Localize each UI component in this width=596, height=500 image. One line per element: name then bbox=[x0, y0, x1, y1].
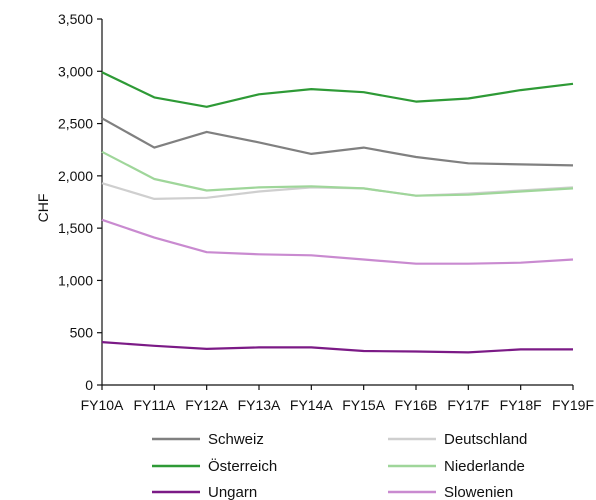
x-tick-label: FY16B bbox=[395, 397, 438, 413]
series-lines bbox=[101, 71, 574, 354]
series-line-ungarn bbox=[101, 341, 573, 354]
legend-item: Schweiz bbox=[152, 431, 264, 448]
x-tick-label: FY14A bbox=[290, 397, 333, 413]
legend-item: Österreich bbox=[152, 457, 277, 475]
x-tick-label: FY11A bbox=[133, 397, 175, 413]
legend-label: Niederlande bbox=[444, 458, 525, 475]
x-tick-label: FY10A bbox=[81, 397, 124, 413]
legend-label: Slowenien bbox=[444, 484, 513, 500]
series-line-schweiz bbox=[101, 117, 574, 167]
y-tick-label: 1,000 bbox=[58, 272, 93, 288]
y-tick-label: 500 bbox=[70, 325, 94, 341]
legend-item: Deutschland bbox=[388, 431, 527, 448]
series-line-deutschland bbox=[101, 182, 574, 200]
y-axis-label: CHF bbox=[35, 194, 51, 223]
x-tick-label: FY12A bbox=[185, 397, 228, 413]
x-tick-label: FY15A bbox=[342, 397, 385, 413]
legend-item: Niederlande bbox=[388, 458, 525, 475]
legend-label: Österreich bbox=[208, 457, 277, 475]
series-line-österreich bbox=[101, 71, 574, 108]
y-tick-label: 3,000 bbox=[58, 63, 93, 79]
legend: Schweiz Deutschland Österreich Niederlande U… bbox=[152, 431, 527, 500]
legend-item: Slowenien bbox=[388, 484, 513, 500]
axes bbox=[101, 19, 573, 386]
x-tick-label: FY19F bbox=[552, 397, 594, 413]
x-tick-label: FY18F bbox=[500, 397, 542, 413]
x-axis-ticks: FY10A FY11A FY12A FY13A FY14A FY15A FY16B FY17F… bbox=[81, 385, 594, 413]
x-tick-label: FY13A bbox=[238, 397, 281, 413]
series-line-niederlande bbox=[101, 150, 574, 197]
legend-label: Ungarn bbox=[208, 484, 257, 500]
y-tick-label: 2,500 bbox=[58, 116, 93, 132]
legend-label: Schweiz bbox=[208, 431, 264, 448]
legend-label: Deutschland bbox=[444, 431, 527, 448]
series-line-slowenien bbox=[101, 218, 574, 265]
y-tick-label: 2,000 bbox=[58, 168, 93, 184]
y-tick-label: 3,500 bbox=[58, 11, 93, 27]
y-tick-label: 1,500 bbox=[58, 220, 93, 236]
y-tick-label: 0 bbox=[85, 377, 93, 393]
x-tick-label: FY17F bbox=[447, 397, 489, 413]
legend-item: Ungarn bbox=[152, 484, 257, 500]
y-axis-ticks: 0 500 1,000 1,500 2,000 2,500 3,000 3,500 bbox=[58, 11, 102, 393]
